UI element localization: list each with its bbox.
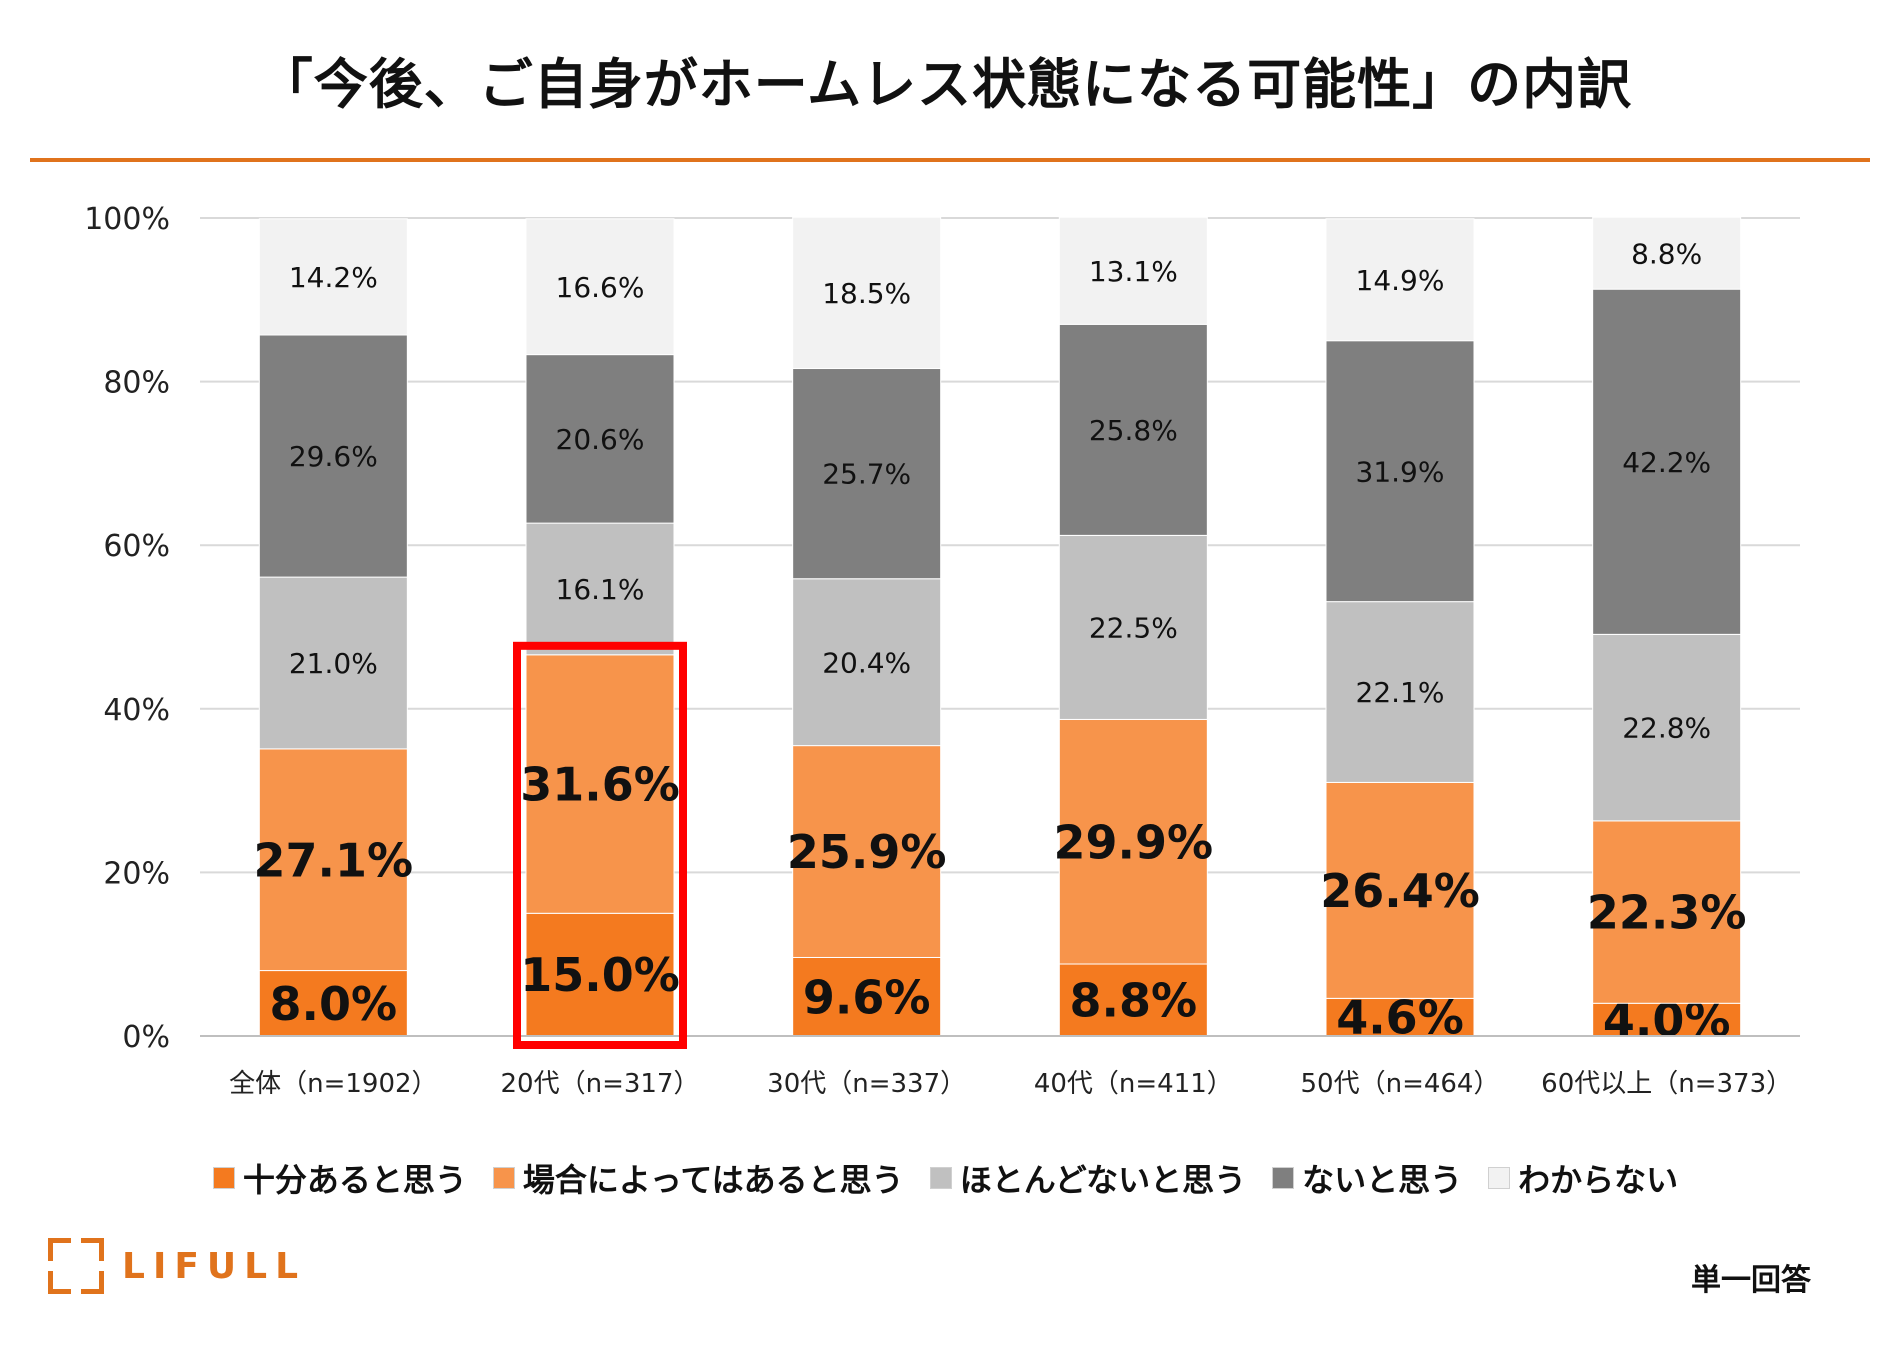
bar-segment	[1592, 216, 1742, 290]
lifull-logo: LIFULL	[48, 1238, 306, 1294]
bar-segment	[792, 578, 942, 747]
legend-label: わからない	[1518, 1161, 1679, 1199]
data-label: 29.9%	[1054, 815, 1214, 869]
bar-segment	[1325, 997, 1475, 1037]
bar-segment	[792, 745, 942, 958]
chart-legend: 十分あると思う 場合によってはあると思う ほとんどないと思う ないと思う わからない	[0, 1155, 1891, 1201]
bar-segment	[258, 218, 408, 336]
bar-segment	[1058, 963, 1208, 1037]
data-label: 13.1%	[1089, 255, 1178, 288]
data-label: 25.7%	[822, 458, 911, 491]
legend-label: ほとんどないと思う	[959, 1161, 1247, 1199]
chart-title: 「今後、ご自身がホームレス状態になる可能性」の内訳	[258, 53, 1633, 116]
y-tick-label: 60%	[103, 529, 170, 564]
bar-segment	[1592, 1002, 1742, 1037]
data-label: 21.0%	[289, 647, 378, 680]
y-tick-label: 40%	[103, 693, 170, 728]
bar-segment	[1592, 633, 1742, 822]
data-label: 27.1%	[254, 833, 414, 887]
data-label: 22.1%	[1356, 676, 1445, 709]
legend-item: ないと思う	[1272, 1155, 1462, 1201]
x-category-label: 60代以上（n=373）	[1541, 1069, 1792, 1099]
data-label: 15.0%	[520, 948, 680, 1002]
legend-swatch-icon	[929, 1167, 952, 1189]
data-label: 25.8%	[1089, 414, 1178, 447]
data-label: 9.6%	[803, 970, 931, 1024]
data-label: 8.8%	[1070, 974, 1198, 1028]
x-category-label: 40代（n=411）	[1034, 1069, 1233, 1099]
lifull-logo-text: LIFULL	[122, 1245, 307, 1287]
legend-swatch-icon	[1488, 1167, 1511, 1189]
bar-segment	[1325, 218, 1475, 342]
data-label: 14.2%	[289, 261, 378, 294]
y-tick-label: 80%	[103, 366, 170, 401]
x-category-label: 20代（n=317）	[501, 1069, 700, 1099]
data-label: 8.0%	[270, 977, 398, 1031]
bar-segment	[1058, 718, 1208, 965]
legend-item: 場合によってはあると思う	[492, 1155, 904, 1201]
bar-segment	[792, 216, 942, 370]
data-label: 8.8%	[1631, 237, 1702, 270]
data-label: 22.8%	[1622, 712, 1711, 745]
bar-segment	[525, 218, 675, 356]
y-tick-label: 0%	[122, 1020, 170, 1055]
legend-label: ないと思う	[1302, 1161, 1463, 1199]
bar-segment	[1058, 534, 1208, 720]
legend-label: 十分あると思う	[242, 1161, 467, 1199]
bar-segment	[525, 654, 675, 914]
data-label: 22.5%	[1089, 611, 1178, 644]
bar-segment	[1058, 216, 1208, 325]
x-category-label: 全体（n=1902）	[229, 1069, 437, 1099]
answer-type-note: 単一回答	[1691, 1263, 1811, 1298]
data-label: 16.1%	[556, 573, 645, 606]
title-underline	[30, 158, 1870, 162]
data-label: 26.4%	[1320, 864, 1480, 918]
bar-segment	[525, 354, 675, 524]
data-label: 31.9%	[1356, 455, 1445, 488]
data-label: 20.6%	[556, 423, 645, 456]
highlight-frame	[513, 641, 687, 1049]
legend-swatch-icon	[1272, 1167, 1295, 1189]
legend-item: わからない	[1488, 1155, 1678, 1201]
legend-swatch-icon	[212, 1167, 235, 1189]
data-label: 20.4%	[822, 646, 911, 679]
bar-segment	[1325, 340, 1475, 603]
data-label: 42.2%	[1622, 446, 1711, 479]
bar-segment	[525, 912, 675, 1037]
y-tick-label: 100%	[84, 202, 170, 237]
y-tick-label: 20%	[103, 856, 170, 891]
data-label: 14.9%	[1356, 264, 1445, 297]
bar-segment	[258, 748, 408, 972]
data-label: 22.3%	[1587, 886, 1747, 940]
bar-segment	[1592, 820, 1742, 1004]
bar-segment	[792, 956, 942, 1037]
x-category-label: 30代（n=337）	[767, 1069, 966, 1099]
bar-segment	[1325, 601, 1475, 783]
data-label: 25.9%	[787, 825, 947, 879]
data-label: 29.6%	[289, 440, 378, 473]
data-label: 18.5%	[822, 277, 911, 310]
data-label: 31.6%	[520, 758, 680, 812]
bar-segment	[1325, 781, 1475, 999]
x-category-label: 50代（n=464）	[1301, 1069, 1500, 1099]
lifull-logo-mark-icon	[48, 1238, 104, 1294]
data-label: 16.6%	[556, 271, 645, 304]
legend-item: ほとんどないと思う	[929, 1155, 1247, 1201]
legend-label: 場合によってはあると思う	[522, 1161, 904, 1199]
bar-segment	[525, 522, 675, 656]
bar-segment	[1592, 288, 1742, 635]
bar-segment	[792, 368, 942, 580]
bar-segment	[258, 334, 408, 578]
legend-swatch-icon	[492, 1167, 515, 1189]
legend-item: 十分あると思う	[212, 1155, 467, 1201]
bar-segment	[1058, 323, 1208, 536]
stacked-bar-chart: 0% 20% 40% 60% 80% 100% 8.0% 27.1% 21.0% 29.6% 14.…	[84, 202, 1800, 1099]
